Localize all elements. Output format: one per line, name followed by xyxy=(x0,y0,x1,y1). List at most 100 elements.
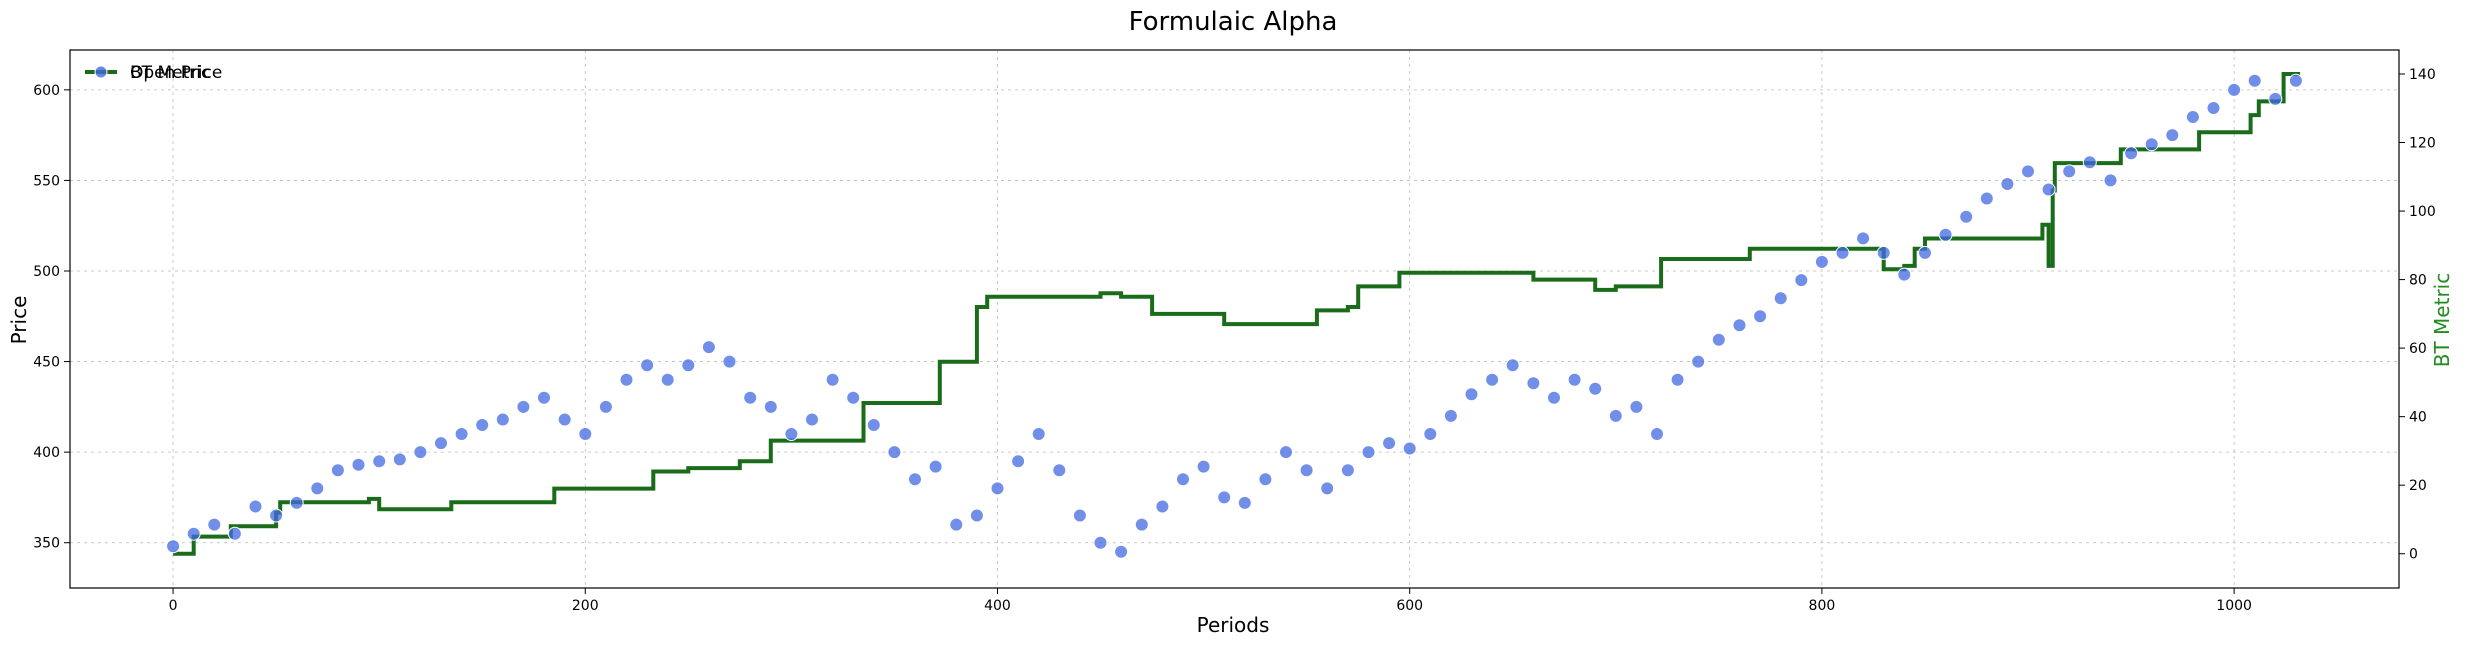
price-point xyxy=(681,358,696,373)
y2-tick-label: 40 xyxy=(2409,410,2427,426)
y2-axis-label: BT Metric xyxy=(2430,273,2454,367)
price-point xyxy=(1918,245,1932,260)
x-tick-label: 400 xyxy=(984,598,1011,614)
price-point xyxy=(2247,73,2262,88)
price-point xyxy=(640,358,655,373)
x-axis-label: Periods xyxy=(1197,613,1270,637)
price-point xyxy=(1835,245,1850,260)
price-point xyxy=(866,418,881,432)
price-point xyxy=(495,412,510,427)
price-point xyxy=(372,454,387,469)
price-point xyxy=(2082,155,2097,170)
price-point xyxy=(1650,427,1664,441)
price-point xyxy=(1691,354,1706,369)
price-point xyxy=(1011,454,1026,469)
price-point xyxy=(1608,408,1623,423)
price-point xyxy=(1567,372,1582,387)
bt-metric-series xyxy=(173,72,2301,556)
x-tick-label: 0 xyxy=(169,598,178,614)
chart-title: Formulaic Alpha xyxy=(1129,7,1338,37)
price-point xyxy=(310,481,325,496)
y-tick-label: 450 xyxy=(33,355,60,371)
y-axis-label: Price xyxy=(7,296,31,345)
price-point xyxy=(2185,110,2200,124)
y2-tick-label: 80 xyxy=(2409,273,2427,289)
legend-label-bt-metric: BT Metric xyxy=(130,63,210,83)
price-point xyxy=(516,399,531,414)
y2-tick-label: 120 xyxy=(2409,136,2436,152)
y2-tick-label: 60 xyxy=(2409,341,2427,357)
price-point xyxy=(763,399,778,414)
y-tick-label: 400 xyxy=(33,445,60,461)
price-point xyxy=(578,427,593,441)
price-point xyxy=(887,445,902,460)
legend-label-open-price: Open Price xyxy=(130,63,222,83)
price-point xyxy=(598,399,613,414)
price-point xyxy=(846,390,861,405)
price-point xyxy=(186,526,201,541)
price-point xyxy=(1794,273,1809,288)
price-point xyxy=(2206,101,2221,115)
price-point xyxy=(166,539,181,554)
price-point xyxy=(1361,445,1376,460)
x-tick-label: 1000 xyxy=(2216,598,2252,614)
price-point xyxy=(392,452,407,467)
price-point xyxy=(1258,472,1273,487)
price-point xyxy=(269,508,284,523)
price-point xyxy=(1031,427,1046,441)
price-point xyxy=(2227,82,2242,97)
price-point xyxy=(1237,495,1252,510)
price-point xyxy=(1979,191,1994,206)
price-point xyxy=(908,472,922,487)
price-point xyxy=(949,517,964,532)
price-point xyxy=(722,354,737,369)
x-tick-label: 600 xyxy=(1396,598,1423,614)
price-point xyxy=(2165,128,2180,143)
price-point xyxy=(248,499,263,514)
price-point xyxy=(1711,332,1726,347)
price-point xyxy=(1382,436,1397,451)
price-point xyxy=(1732,318,1747,333)
price-point xyxy=(537,390,551,405)
y-tick-label: 500 xyxy=(33,264,60,280)
bt-metric-line xyxy=(173,72,2301,556)
price-point xyxy=(1176,472,1190,487)
price-point xyxy=(1423,427,1438,441)
price-point xyxy=(1876,245,1891,260)
price-point xyxy=(784,427,799,441)
y-axis-right: 0 20 40 60 80 100 120 140 xyxy=(2399,67,2436,563)
price-point xyxy=(1814,254,1829,269)
y-axis-left: 350 400 450 500 550 600 xyxy=(33,83,70,552)
y2-tick-label: 0 xyxy=(2409,547,2418,563)
price-point xyxy=(2144,137,2159,152)
price-point xyxy=(805,412,819,427)
price-point xyxy=(1753,309,1768,324)
price-point xyxy=(475,418,490,432)
price-point xyxy=(1856,231,1871,246)
price-point xyxy=(2041,182,2056,197)
price-point xyxy=(351,457,366,472)
legend-marker-open-price xyxy=(94,65,108,79)
y-tick-label: 550 xyxy=(33,173,60,189)
price-point xyxy=(227,526,242,541)
price-point xyxy=(990,481,1005,496)
legend: Open Price BT Metric xyxy=(85,63,222,83)
price-point xyxy=(1299,463,1314,478)
price-point xyxy=(1340,463,1355,478)
price-point xyxy=(969,508,984,523)
price-point xyxy=(557,412,572,427)
x-tick-label: 200 xyxy=(572,598,599,614)
plot-frame xyxy=(69,49,2400,589)
price-point xyxy=(413,445,428,460)
price-point xyxy=(1959,209,1974,224)
price-point xyxy=(619,372,634,387)
price-point xyxy=(1072,508,1087,523)
price-point xyxy=(2062,164,2077,179)
price-point xyxy=(1114,544,1129,559)
grid-lines xyxy=(70,50,2399,588)
x-axis: 0 200 400 600 800 1000 xyxy=(169,588,2252,614)
x-tick-label: 800 xyxy=(1809,598,1836,614)
price-point xyxy=(1938,227,1953,242)
